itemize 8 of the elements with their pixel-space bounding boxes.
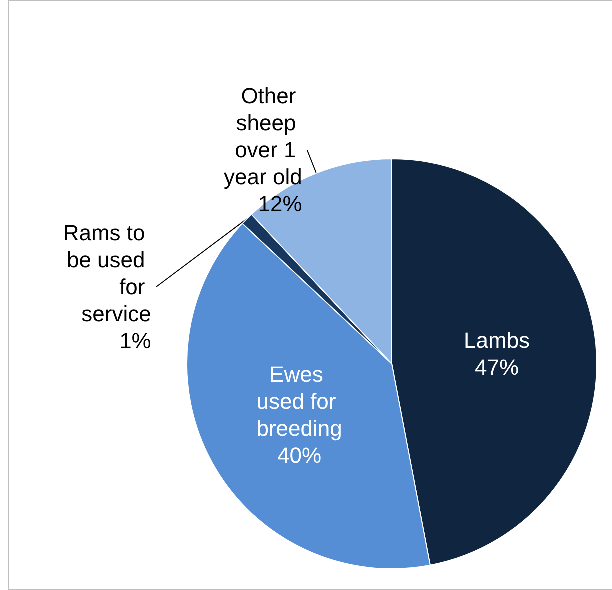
data-label: 40%: [278, 442, 322, 468]
data-label: 12%: [258, 192, 302, 217]
slice-label: Ewes used for breeding: [256, 362, 342, 441]
data-label: 47%: [475, 355, 520, 380]
slice-label: Other sheep over 1 year old: [224, 84, 302, 190]
data-label: 1%: [120, 328, 152, 354]
slice-label: Rams to be used for service: [63, 220, 152, 327]
slice-label: Lambs: [464, 328, 530, 354]
